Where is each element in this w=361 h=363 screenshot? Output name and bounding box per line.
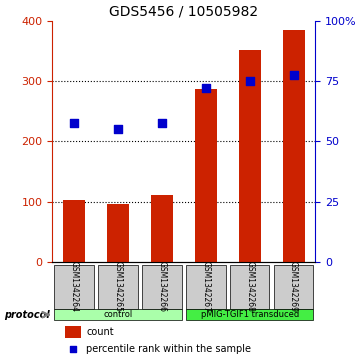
FancyBboxPatch shape	[186, 265, 226, 309]
Text: GSM1342264: GSM1342264	[70, 261, 79, 313]
Bar	[151, 195, 173, 262]
Point	[71, 121, 77, 126]
Bar	[195, 89, 217, 262]
Text: GSM1342267: GSM1342267	[201, 261, 210, 313]
Text: protocol: protocol	[4, 310, 50, 320]
FancyBboxPatch shape	[55, 309, 182, 320]
Text: count: count	[87, 327, 114, 337]
Text: percentile rank within the sample: percentile rank within the sample	[87, 344, 252, 354]
Text: pMIG-TGIF1 transduced: pMIG-TGIF1 transduced	[201, 310, 299, 319]
Text: control: control	[104, 310, 133, 319]
Point	[247, 78, 253, 84]
FancyBboxPatch shape	[55, 265, 94, 309]
FancyBboxPatch shape	[186, 309, 313, 320]
Text: GSM1342265: GSM1342265	[114, 261, 122, 313]
FancyBboxPatch shape	[142, 265, 182, 309]
Bar	[65, 326, 81, 338]
FancyBboxPatch shape	[274, 265, 313, 309]
Point	[70, 346, 76, 352]
Bar	[239, 50, 261, 262]
Bar	[107, 204, 129, 262]
Point	[159, 121, 165, 126]
Text: GSM1342266: GSM1342266	[157, 261, 166, 313]
Point	[115, 126, 121, 132]
FancyBboxPatch shape	[98, 265, 138, 309]
Point	[291, 72, 296, 78]
Text: GSM1342269: GSM1342269	[289, 261, 298, 313]
Text: GSM1342268: GSM1342268	[245, 261, 254, 312]
Title: GDS5456 / 10505982: GDS5456 / 10505982	[109, 4, 258, 18]
Bar	[63, 200, 85, 262]
Point	[203, 85, 209, 91]
FancyBboxPatch shape	[230, 265, 269, 309]
Bar	[283, 30, 305, 262]
